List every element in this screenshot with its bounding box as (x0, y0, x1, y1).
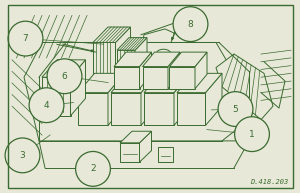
Polygon shape (114, 52, 152, 67)
Polygon shape (116, 27, 130, 77)
Text: 8: 8 (188, 20, 194, 29)
Ellipse shape (76, 152, 110, 186)
Polygon shape (117, 50, 135, 77)
Ellipse shape (5, 138, 40, 173)
Polygon shape (78, 73, 124, 93)
Polygon shape (174, 73, 190, 125)
Polygon shape (108, 73, 124, 125)
Polygon shape (93, 42, 116, 77)
Polygon shape (195, 52, 207, 89)
Polygon shape (111, 73, 158, 93)
Polygon shape (42, 60, 86, 77)
Polygon shape (24, 42, 261, 141)
Polygon shape (114, 67, 140, 89)
Ellipse shape (218, 92, 253, 126)
Text: 2: 2 (90, 164, 96, 173)
Polygon shape (169, 52, 207, 67)
Text: 1: 1 (249, 130, 255, 139)
Polygon shape (144, 93, 174, 125)
Polygon shape (158, 147, 172, 162)
Polygon shape (177, 73, 222, 93)
Polygon shape (216, 54, 273, 120)
Text: 5: 5 (232, 105, 238, 113)
Polygon shape (120, 131, 152, 143)
Ellipse shape (173, 7, 208, 41)
Polygon shape (206, 73, 222, 125)
Polygon shape (78, 93, 108, 125)
Polygon shape (142, 52, 180, 67)
Polygon shape (117, 38, 147, 50)
Ellipse shape (8, 21, 43, 56)
Polygon shape (141, 73, 158, 125)
Text: D.418.203: D.418.203 (250, 179, 288, 185)
Polygon shape (42, 77, 70, 116)
Text: 3: 3 (20, 151, 26, 160)
Ellipse shape (29, 88, 64, 123)
Ellipse shape (47, 59, 82, 94)
Polygon shape (120, 143, 140, 162)
Polygon shape (140, 131, 152, 162)
Text: 6: 6 (61, 72, 68, 81)
Polygon shape (177, 93, 206, 125)
Polygon shape (168, 52, 180, 89)
Text: 7: 7 (22, 34, 28, 43)
Polygon shape (135, 38, 147, 77)
Polygon shape (70, 60, 86, 116)
Polygon shape (140, 52, 152, 89)
Polygon shape (93, 27, 130, 42)
Polygon shape (142, 67, 168, 89)
Polygon shape (144, 73, 190, 93)
Polygon shape (169, 67, 195, 89)
Polygon shape (111, 93, 141, 125)
Ellipse shape (235, 117, 269, 152)
Text: 4: 4 (44, 101, 49, 110)
